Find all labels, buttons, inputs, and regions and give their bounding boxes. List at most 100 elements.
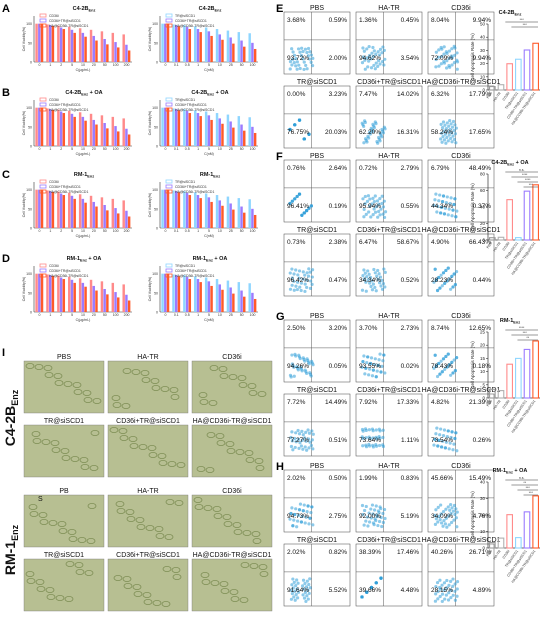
viability-bar xyxy=(204,27,208,62)
viability-bar xyxy=(218,118,221,146)
x-tick-label: 200 xyxy=(124,313,130,317)
flow-event-dot xyxy=(447,49,452,53)
flow-plot-frame xyxy=(427,233,495,297)
flow-event-dot xyxy=(297,269,302,273)
flow-event-dot xyxy=(306,46,311,51)
flow-event-dot xyxy=(441,434,446,438)
micro-image-label: CD36i+TR@siSCD1 xyxy=(116,418,180,425)
flow-event-dot xyxy=(306,274,311,278)
legend-label: HA@CD36i-TR@siSCD1 xyxy=(175,190,214,194)
viability-bar xyxy=(232,127,235,146)
flow-plot-g-1: PBS 2.50% 3.20% 94.26% 0.05% xyxy=(283,313,351,383)
flow-event-dot xyxy=(294,440,298,444)
flow-event-dot xyxy=(443,281,447,286)
cell-shape xyxy=(215,432,225,439)
flow-event-dot xyxy=(454,215,458,219)
quadrant-q3-value: 58.24% xyxy=(431,129,453,136)
y-axis-label: Cell Apoptosis Rate (%) xyxy=(470,183,475,231)
viability-bar xyxy=(253,298,257,312)
y-tick-label: 0 xyxy=(30,311,32,315)
flow-event-dot xyxy=(303,289,307,294)
flow-event-dot xyxy=(289,597,294,601)
flow-event-dot xyxy=(444,200,448,205)
flow-event-dot xyxy=(365,274,369,279)
flow-event-dot xyxy=(446,505,450,509)
flow-event-dot xyxy=(444,141,448,145)
viability-bar xyxy=(103,39,106,62)
legend-label: CD36i+TR@siSCD1 xyxy=(49,269,81,273)
cell-shape xyxy=(219,581,229,588)
flow-event-dot xyxy=(433,522,438,526)
cell-shape xyxy=(29,510,39,517)
viability-bar xyxy=(251,42,254,62)
cell-shape xyxy=(232,522,242,529)
flow-event-dot xyxy=(380,287,385,291)
flow-event-dot xyxy=(378,352,382,356)
x-tick-label: 0 xyxy=(164,63,166,67)
flow-event-dot xyxy=(439,122,443,126)
flow-event-dot xyxy=(434,50,438,54)
flow-event-dot xyxy=(438,372,442,376)
viability-bar xyxy=(188,113,192,146)
viability-bar xyxy=(68,192,71,228)
viability-bar xyxy=(226,196,230,228)
cell-shape xyxy=(113,575,123,582)
flow-event-dot xyxy=(378,436,382,440)
flow-event-dot xyxy=(363,119,367,123)
flow-event-dot xyxy=(369,284,373,289)
flow-plot-g-6: HA@CD36i-TR@siSCD1 4.82% 21.39% 73.54% 0.26% xyxy=(422,387,500,457)
flow-event-dot xyxy=(309,60,313,64)
micro-image xyxy=(191,558,273,612)
viability-bar xyxy=(62,279,66,312)
x-tick-label: 5 xyxy=(71,63,73,67)
viability-bar xyxy=(46,108,49,146)
flow-event-dot xyxy=(447,56,451,60)
x-tick-label: 200 xyxy=(124,147,130,151)
flow-event-dot xyxy=(382,63,386,67)
flow-event-dot xyxy=(381,212,385,216)
cell-shape xyxy=(201,579,211,586)
viability-bar xyxy=(125,210,128,228)
flow-event-dot xyxy=(292,272,296,276)
flow-event-dot xyxy=(442,518,446,523)
flow-plot-title: HA-TR xyxy=(378,463,399,470)
viability-bar xyxy=(100,31,104,62)
x-tick-label: 5 xyxy=(71,229,73,233)
flow-event-dot xyxy=(364,366,368,370)
flow-event-dot xyxy=(453,197,457,201)
apoptosis-chart-f: C4-2BEnz + OA 0 20 40 60 80 Cell Apoptosis Rat… xyxy=(470,160,540,276)
x-axis-label: C(μg/mL) xyxy=(76,234,91,238)
flow-event-dot xyxy=(434,592,438,596)
flow-event-dot xyxy=(441,510,446,514)
x-tick-label: 0.1 xyxy=(174,313,179,317)
flow-event-dot xyxy=(361,444,365,448)
quadrant-q3-value: 95.94% xyxy=(359,203,381,210)
flow-event-dot xyxy=(432,443,436,447)
legend-label: CD36i+TR@siSCD1 xyxy=(175,103,207,107)
viability-bar xyxy=(232,43,235,62)
quadrant-q1-value: 45.66% xyxy=(431,475,453,482)
viability-bar xyxy=(207,281,211,312)
flow-event-dot xyxy=(376,363,380,368)
flow-event-dot xyxy=(295,525,299,529)
flow-event-dot xyxy=(295,287,299,292)
flow-event-dot xyxy=(374,428,378,432)
panel-letter-a: A xyxy=(2,3,10,15)
flow-event-dot xyxy=(435,580,440,585)
cell-shape xyxy=(74,562,84,569)
apoptosis-bar xyxy=(515,357,522,399)
flow-event-dot xyxy=(444,50,448,54)
micro-image xyxy=(23,424,105,478)
flow-plot-h-2: HA-TR1.99% 0.83% 92.00% 5.19% xyxy=(355,463,423,533)
viability-bar xyxy=(188,279,192,312)
flow-event-dot xyxy=(288,373,293,377)
quadrant-q2-value: 0.50% xyxy=(329,475,348,482)
flow-event-dot xyxy=(440,592,445,596)
micro-image xyxy=(23,558,105,612)
quadrant-q4-value: 5.52% xyxy=(329,587,348,594)
flow-event-dot xyxy=(455,67,459,71)
flow-event-dot xyxy=(446,130,450,134)
flow-event-dot xyxy=(437,48,441,52)
viability-bar xyxy=(92,285,95,312)
